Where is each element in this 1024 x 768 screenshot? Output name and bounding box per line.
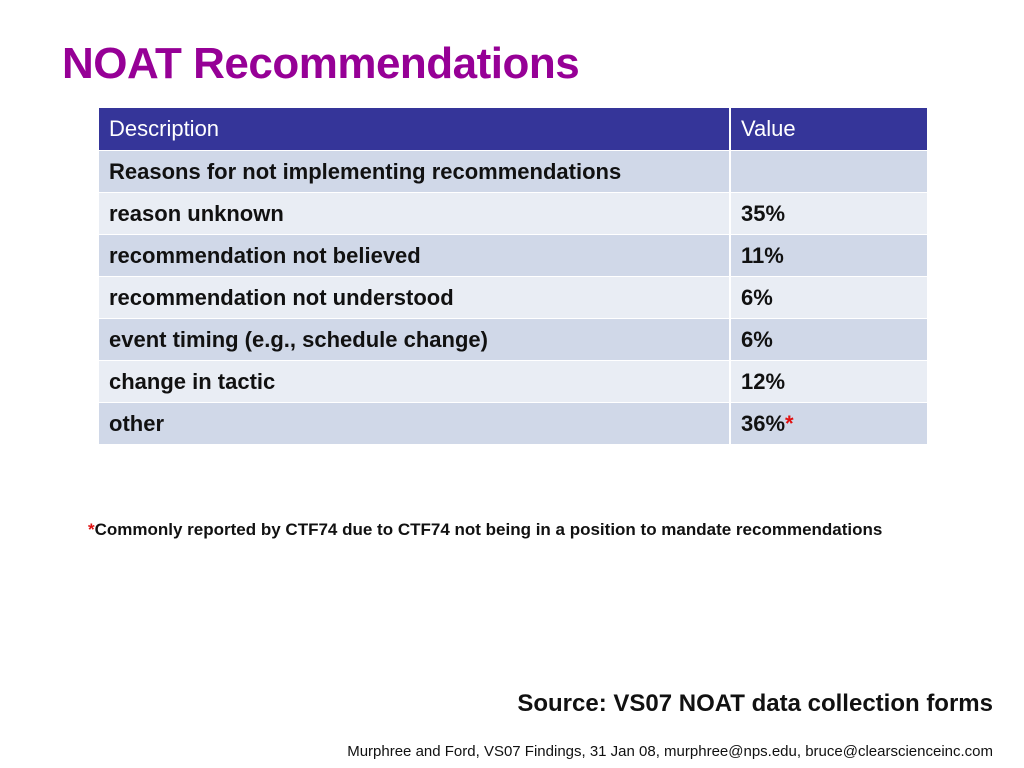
credits-line: Murphree and Ford, VS07 Findings, 31 Jan…	[347, 743, 993, 760]
asterisk-marker: *	[785, 410, 794, 436]
table-row: recommendation not believed 11%	[99, 234, 927, 277]
row-description: recommendation not believed	[99, 234, 730, 277]
row-description: change in tactic	[99, 360, 730, 403]
table-row: recommendation not understood 6%	[99, 276, 927, 319]
row-value: 11%	[729, 234, 927, 277]
source-line: Source: VS07 NOAT data collection forms	[517, 690, 993, 717]
table-header-row: Description Value	[99, 108, 927, 151]
row-value: 36%	[741, 410, 786, 436]
table-row: reason unknown 35%	[99, 192, 927, 235]
table-row: change in tactic 12%	[99, 360, 927, 403]
row-description: other	[99, 402, 730, 445]
header-description: Description	[99, 108, 730, 151]
row-description: Reasons for not implementing recommendat…	[99, 150, 730, 193]
row-description: recommendation not understood	[99, 276, 730, 319]
header-value: Value	[729, 108, 927, 151]
recommendations-table: Description Value Reasons for not implem…	[99, 108, 927, 445]
row-value: 35%	[729, 192, 927, 235]
footnote-asterisk: *	[88, 520, 95, 539]
row-description: reason unknown	[99, 192, 730, 235]
page-title: NOAT Recommendations	[62, 39, 580, 88]
row-value-cell: 36%*	[729, 402, 927, 445]
row-description: event timing (e.g., schedule change)	[99, 318, 730, 361]
row-value: 12%	[729, 360, 927, 403]
footnote: *Commonly reported by CTF74 due to CTF74…	[88, 518, 888, 542]
row-value	[729, 150, 927, 193]
table-row: Reasons for not implementing recommendat…	[99, 150, 927, 193]
row-value: 6%	[729, 318, 927, 361]
table-row: other 36%*	[99, 402, 927, 445]
table-row: event timing (e.g., schedule change) 6%	[99, 318, 927, 361]
footnote-text: Commonly reported by CTF74 due to CTF74 …	[94, 520, 883, 539]
row-value: 6%	[729, 276, 927, 319]
